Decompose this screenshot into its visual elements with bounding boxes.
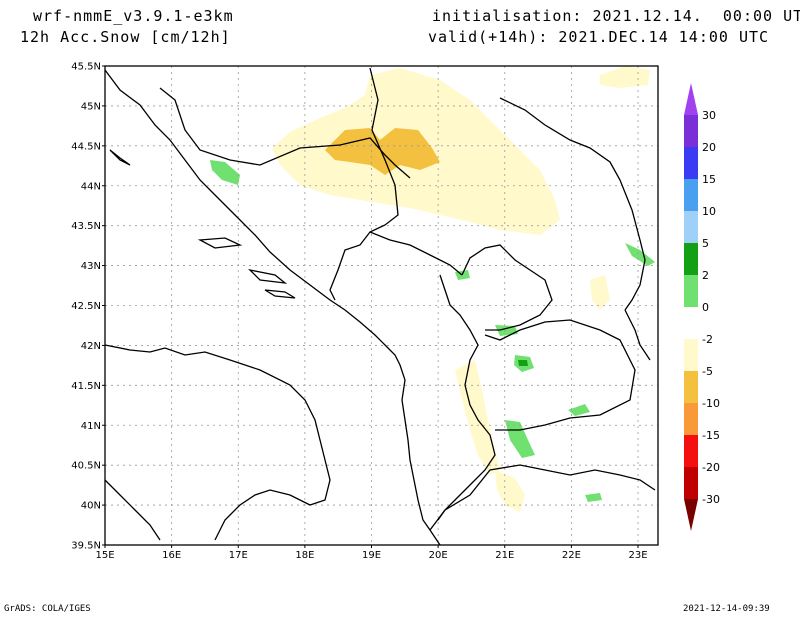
colorbar-segment: [684, 403, 698, 435]
colorbar-label: -30: [702, 493, 720, 506]
lat-label: 44N: [81, 181, 101, 192]
island-3: [264, 289, 296, 299]
lon-label: 16E: [162, 550, 181, 561]
lon-label: 20E: [429, 550, 448, 561]
lat-label: 41.5N: [71, 381, 101, 392]
border-bosnia-serbia: [329, 67, 399, 301]
colorbar-label: 2: [702, 269, 709, 282]
border-serbia-east: [499, 97, 646, 311]
colorbar-segment: [684, 211, 698, 243]
snow-region-dark-green: [518, 360, 528, 366]
colorbar-label: 0: [702, 301, 709, 314]
colorbar-segment: [684, 307, 698, 339]
lon-label: 21E: [495, 550, 514, 561]
snow-shading: [210, 66, 655, 512]
colorbar-segment: [684, 179, 698, 211]
map-outlines: [104, 67, 656, 546]
valid-time: valid(+14h): 2021.DEC.14 14:00 UTC: [428, 28, 770, 46]
border-croatia-bosnia: [159, 87, 411, 179]
longitude-labels: 15E 16E 17E 18E 19E 20E 21E 22E 23E: [95, 545, 648, 561]
colorbar-label: 15: [702, 173, 716, 186]
timestamp-text: 2021-12-14-09:39: [683, 604, 770, 614]
border-kosovo: [461, 244, 553, 331]
border-montenegro: [369, 231, 463, 276]
lat-label: 39.5N: [71, 541, 101, 552]
model-name: wrf-nmmE_v3.9.1-e3km: [33, 7, 234, 25]
coastline-italy: [104, 344, 331, 541]
lat-label: 40.5N: [71, 461, 101, 472]
lat-label: 45.5N: [71, 62, 101, 73]
lon-label: 18E: [295, 550, 314, 561]
colorbar-label: -10: [702, 397, 720, 410]
snow-region-green-5: [568, 404, 590, 416]
lat-label: 43N: [81, 261, 101, 272]
border-albania: [437, 274, 496, 521]
colorbar-label: -2: [702, 333, 713, 346]
lat-label: 43.5N: [71, 221, 101, 232]
colorbar-segment: [684, 435, 698, 467]
lon-label: 17E: [229, 550, 248, 561]
snow-region-green-8: [585, 493, 602, 502]
lat-label: 42.5N: [71, 301, 101, 312]
init-time: initialisation: 2021.12.14. 00:00 UTC: [432, 7, 800, 25]
colorbar-label: 10: [702, 205, 716, 218]
field-name: 12h Acc.Snow [cm/12h]: [20, 28, 231, 46]
colorbar-segment: [684, 371, 698, 403]
colorbar-label: -15: [702, 429, 720, 442]
colorbar-label: -5: [702, 365, 713, 378]
grid-lines: [105, 66, 658, 545]
snow-region-green-1: [210, 160, 240, 185]
colorbar-top-arrow: [684, 83, 698, 115]
credit-text: GrADS: COLA/IGES: [4, 604, 91, 614]
colorbar-label: 30: [702, 109, 716, 122]
lon-label: 23E: [628, 550, 647, 561]
colorbar-label: 20: [702, 141, 716, 154]
latitude-labels: 45.5N 45N 44.5N 44N 43.5N 43N 42.5N 42N 41.5N 41N…: [71, 62, 105, 552]
lat-label: 44.5N: [71, 141, 101, 152]
colorbar-segment: [684, 115, 698, 147]
lat-label: 40N: [81, 501, 101, 512]
colorbar-bottom-arrow: [684, 499, 698, 531]
border-greece: [429, 464, 656, 531]
island-4: [109, 149, 131, 166]
coastline-adriatic-east: [104, 69, 441, 546]
colorbar-segment: [684, 243, 698, 275]
colorbar-segment: [684, 275, 698, 307]
colorbar-label: 5: [702, 237, 709, 250]
lon-label: 22E: [562, 550, 581, 561]
colorbar-segment: [684, 467, 698, 499]
lon-label: 15E: [95, 550, 114, 561]
lat-label: 42N: [81, 341, 101, 352]
colorbar-segment: [684, 147, 698, 179]
lat-label: 45N: [81, 101, 101, 112]
snow-region-light-ne: [600, 66, 650, 88]
border-bulgaria: [624, 309, 651, 361]
colorbar-segment: [684, 339, 698, 371]
lon-label: 19E: [362, 550, 381, 561]
lat-label: 41N: [81, 421, 101, 432]
snow-region-light-south: [495, 470, 525, 512]
snow-region-green-3: [505, 420, 535, 458]
snow-region-light-east: [590, 275, 610, 310]
island-1: [197, 237, 243, 249]
island-2: [248, 268, 288, 284]
snow-region-green-6: [625, 243, 655, 266]
coastline-italy-heel: [104, 479, 161, 541]
border-macedonia: [484, 319, 636, 431]
colorbar-label: -20: [702, 461, 720, 474]
